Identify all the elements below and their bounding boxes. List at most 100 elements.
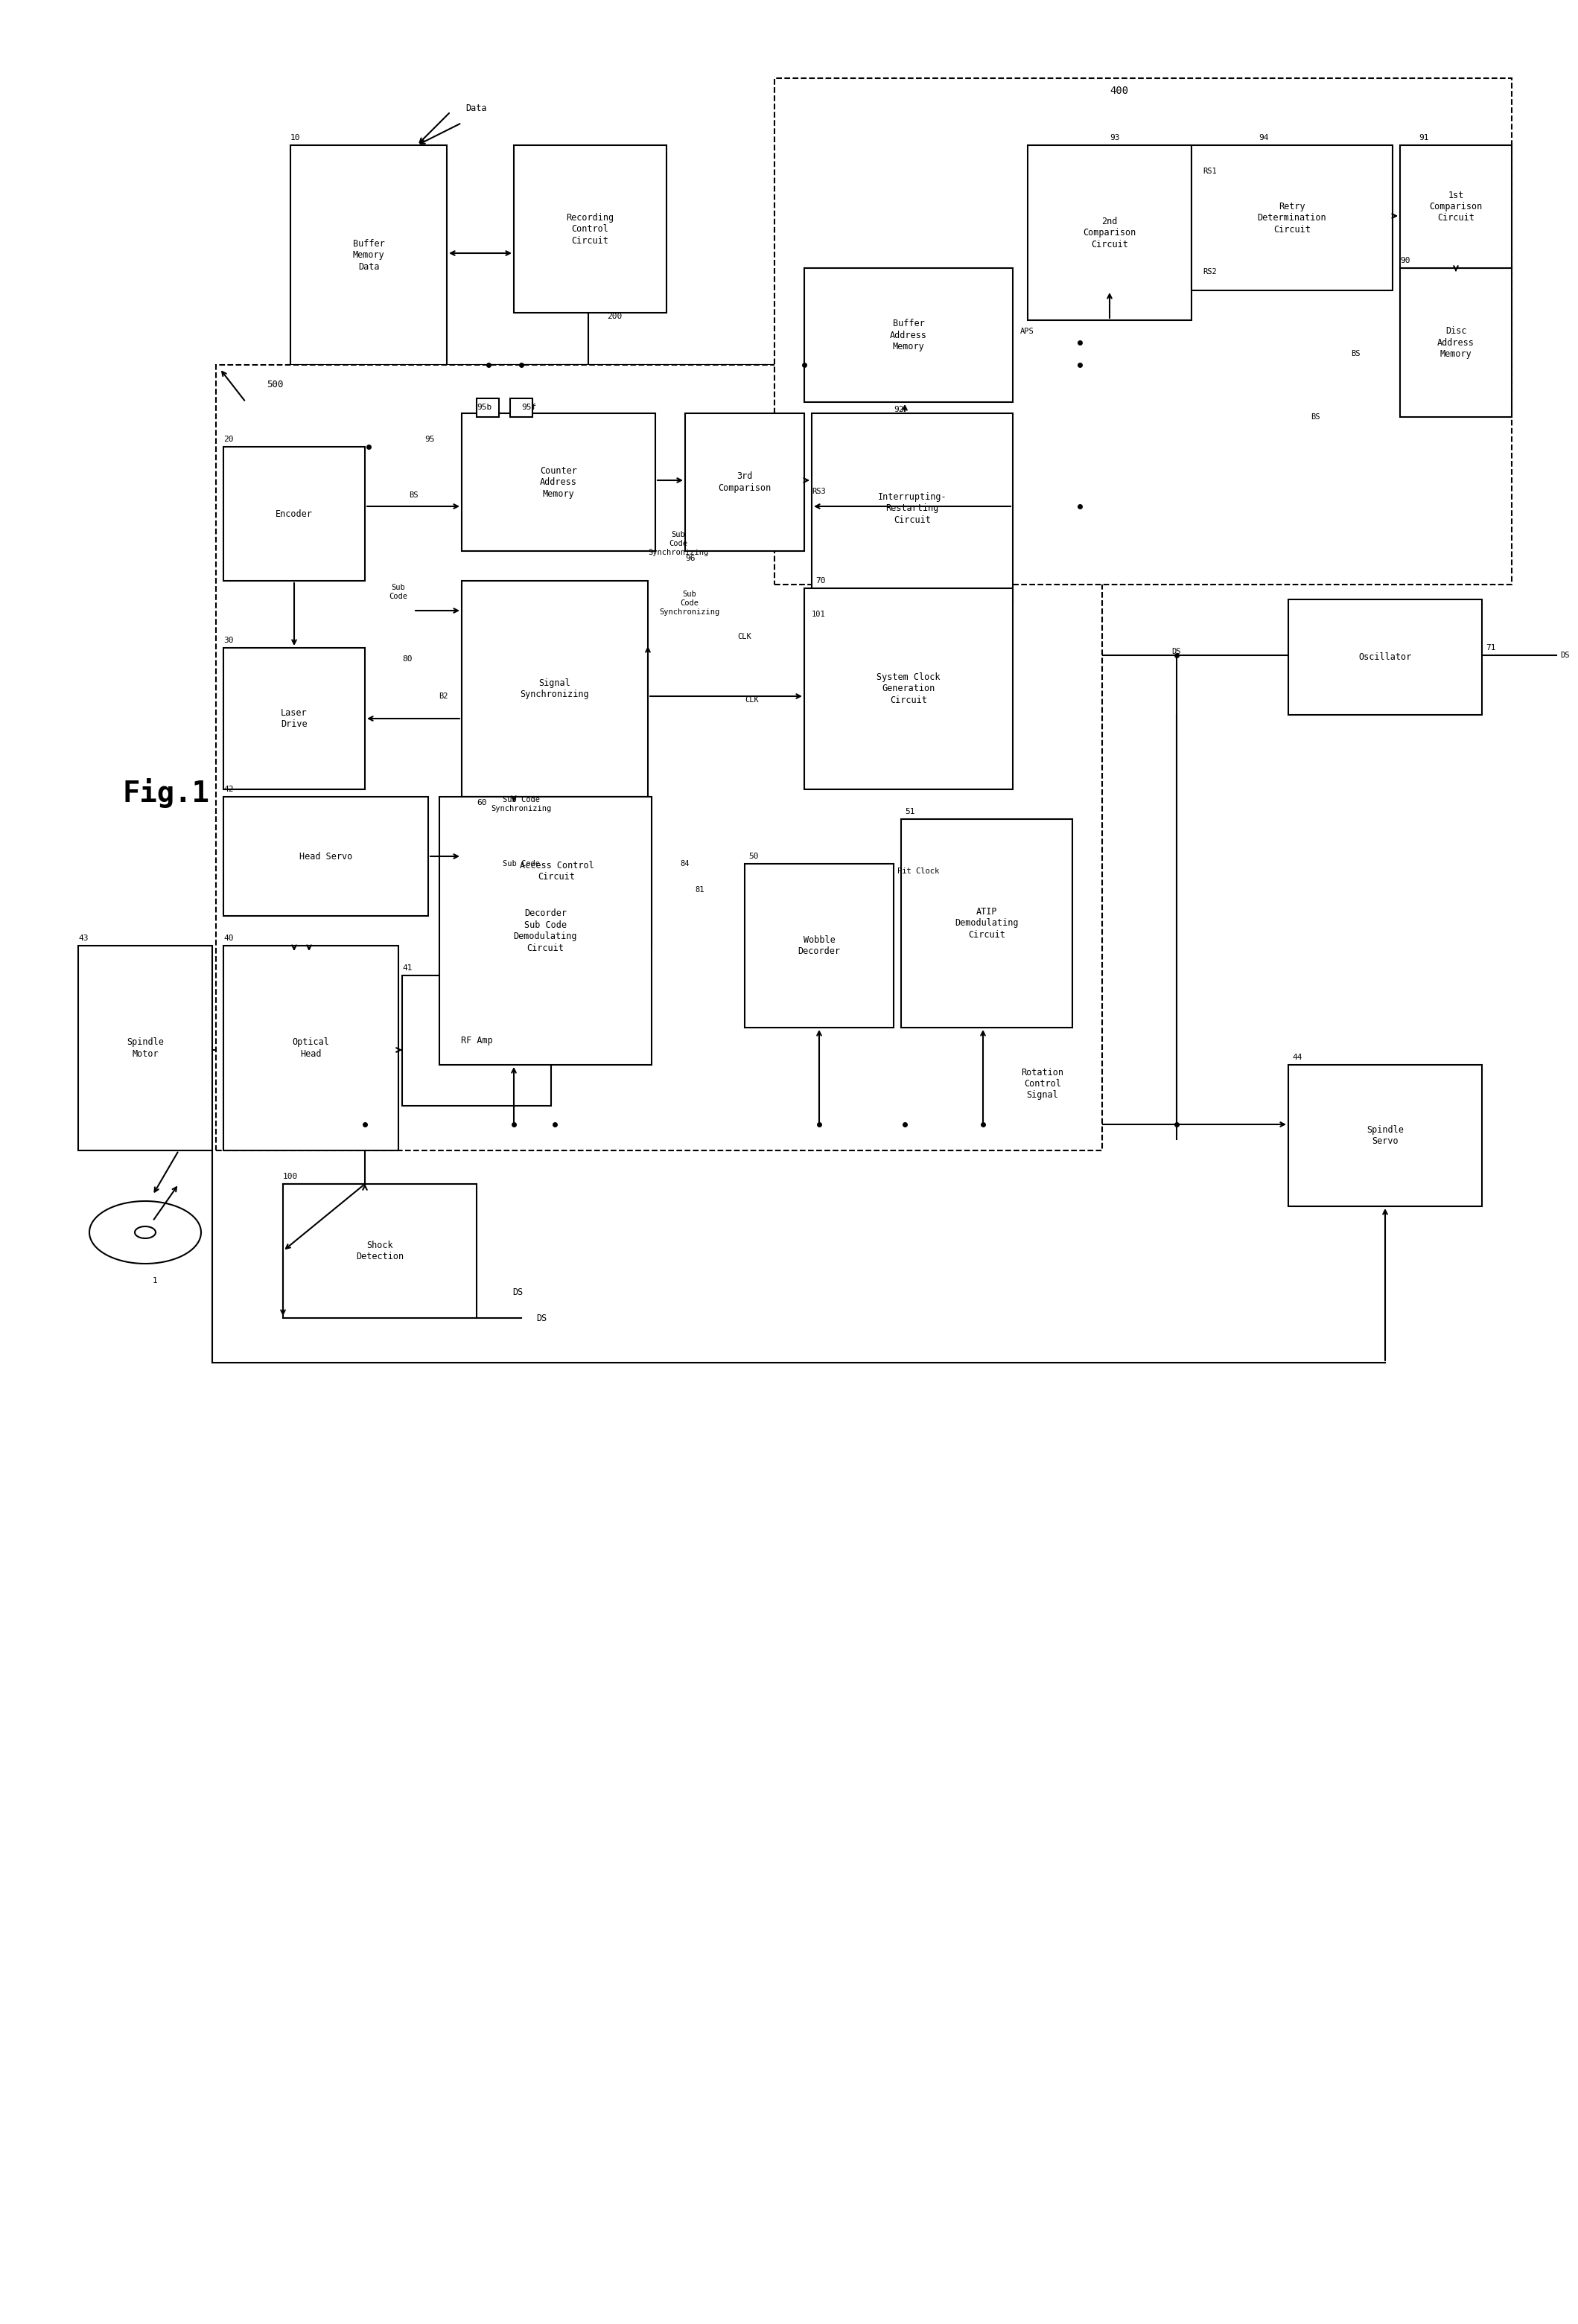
FancyBboxPatch shape: [901, 818, 1073, 1027]
FancyBboxPatch shape: [1027, 144, 1191, 321]
Text: Rotation
Control
Signal: Rotation Control Signal: [1021, 1067, 1064, 1099]
Text: 10: 10: [290, 135, 300, 142]
FancyBboxPatch shape: [394, 648, 797, 1064]
Text: Disc
Address
Memory: Disc Address Memory: [1438, 325, 1474, 358]
Text: 51: 51: [904, 809, 915, 816]
FancyBboxPatch shape: [745, 865, 893, 1027]
Text: Buffer
Address
Memory: Buffer Address Memory: [890, 318, 928, 351]
Text: 90: 90: [1400, 258, 1411, 265]
Text: Retry
Determination
Circuit: Retry Determination Circuit: [1258, 202, 1327, 235]
FancyBboxPatch shape: [775, 79, 1512, 586]
Text: 70: 70: [816, 576, 825, 586]
FancyBboxPatch shape: [462, 797, 652, 946]
Text: Shock
Detection: Shock Detection: [357, 1241, 404, 1262]
Text: Access Control
Circuit: Access Control Circuit: [519, 860, 593, 881]
Text: DS: DS: [537, 1313, 548, 1322]
FancyBboxPatch shape: [402, 976, 551, 1106]
FancyBboxPatch shape: [224, 648, 365, 790]
Text: Spindle
Servo: Spindle Servo: [1367, 1125, 1404, 1146]
Text: 1: 1: [153, 1278, 158, 1285]
Text: APS: APS: [1021, 328, 1034, 335]
Text: 44: 44: [1292, 1053, 1302, 1062]
Text: 500: 500: [267, 379, 284, 390]
Text: 100: 100: [282, 1174, 298, 1181]
Text: 3rd
Comparison: 3rd Comparison: [718, 472, 772, 493]
Text: 84: 84: [680, 860, 690, 867]
Text: 42: 42: [224, 786, 234, 792]
Text: Signal
Synchronizing: Signal Synchronizing: [521, 679, 589, 700]
Text: BS: BS: [1311, 414, 1319, 421]
Text: RS1: RS1: [1202, 167, 1217, 174]
FancyBboxPatch shape: [1288, 600, 1482, 716]
Text: System Clock
Generation
Circuit: System Clock Generation Circuit: [877, 672, 940, 704]
FancyBboxPatch shape: [282, 1183, 477, 1318]
FancyBboxPatch shape: [477, 397, 499, 416]
Text: BS: BS: [409, 490, 418, 500]
Text: Oscillator: Oscillator: [1359, 653, 1412, 662]
Text: 95: 95: [424, 435, 434, 444]
Text: Pit Clock: Pit Clock: [898, 867, 939, 874]
Text: 92: 92: [893, 407, 904, 414]
Text: 30: 30: [224, 637, 234, 644]
Text: Sub Code
Synchronizing: Sub Code Synchronizing: [491, 797, 552, 813]
FancyBboxPatch shape: [1288, 1064, 1482, 1206]
FancyBboxPatch shape: [224, 946, 398, 1150]
Text: 1st
Comparison
Circuit: 1st Comparison Circuit: [1430, 191, 1482, 223]
Text: 40: 40: [224, 934, 234, 941]
Text: 200: 200: [608, 314, 622, 321]
Text: Interrupting-
Restarting
Circuit: Interrupting- Restarting Circuit: [877, 493, 947, 525]
Text: 80: 80: [402, 655, 412, 662]
Text: 400: 400: [1109, 86, 1128, 95]
FancyBboxPatch shape: [224, 797, 428, 916]
Text: Data: Data: [466, 102, 488, 114]
Text: Fig.1: Fig.1: [123, 779, 210, 809]
Text: 101: 101: [811, 611, 825, 618]
Text: Counter
Address
Memory: Counter Address Memory: [540, 465, 578, 500]
Text: 50: 50: [748, 853, 759, 860]
FancyBboxPatch shape: [216, 365, 1101, 1150]
Text: 94: 94: [1259, 135, 1269, 142]
Text: Decorder
Sub Code
Demodulating
Circuit: Decorder Sub Code Demodulating Circuit: [514, 909, 578, 953]
Text: Sub
Code
Synchronizing: Sub Code Synchronizing: [649, 532, 709, 555]
Text: Sub
Code
Synchronizing: Sub Code Synchronizing: [660, 590, 720, 616]
Text: 41: 41: [402, 964, 412, 971]
Text: 43: 43: [79, 934, 88, 941]
FancyBboxPatch shape: [685, 414, 805, 551]
Text: Spindle
Motor: Spindle Motor: [126, 1037, 164, 1060]
Text: 91: 91: [1419, 135, 1428, 142]
Text: 71: 71: [1485, 644, 1496, 651]
Text: Buffer
Memory
Data: Buffer Memory Data: [353, 239, 385, 272]
FancyBboxPatch shape: [811, 414, 1013, 604]
Text: BS: BS: [1351, 351, 1360, 358]
Text: Sub
Code: Sub Code: [390, 583, 407, 600]
FancyBboxPatch shape: [462, 581, 649, 797]
Text: 96: 96: [685, 555, 696, 562]
Text: DS: DS: [513, 1287, 522, 1297]
Text: Recording
Control
Circuit: Recording Control Circuit: [567, 211, 614, 246]
Text: Encoder: Encoder: [276, 509, 312, 518]
Text: Laser
Drive: Laser Drive: [281, 709, 308, 730]
Text: Sub Code: Sub Code: [503, 860, 540, 867]
Text: 93: 93: [1109, 135, 1120, 142]
Text: 81: 81: [696, 885, 705, 892]
Text: 60: 60: [477, 799, 486, 806]
Text: DS: DS: [1561, 651, 1570, 660]
FancyBboxPatch shape: [439, 797, 652, 1064]
FancyBboxPatch shape: [510, 397, 532, 416]
Text: Wobble
Decorder: Wobble Decorder: [798, 934, 841, 955]
FancyBboxPatch shape: [79, 946, 211, 1150]
Text: B2: B2: [439, 693, 448, 700]
FancyBboxPatch shape: [514, 144, 666, 314]
Text: 2nd
Comparison
Circuit: 2nd Comparison Circuit: [1083, 216, 1136, 249]
Text: 95b: 95b: [477, 404, 492, 411]
Text: CLK: CLK: [745, 697, 759, 704]
Text: RS2: RS2: [1202, 267, 1217, 277]
FancyBboxPatch shape: [462, 414, 655, 551]
Text: CLK: CLK: [737, 632, 751, 641]
Text: RF Amp: RF Amp: [461, 1037, 492, 1046]
Text: ATIP
Demodulating
Circuit: ATIP Demodulating Circuit: [955, 906, 1018, 939]
FancyBboxPatch shape: [290, 144, 447, 365]
FancyBboxPatch shape: [805, 267, 1013, 402]
FancyBboxPatch shape: [805, 588, 1013, 790]
Text: RS3: RS3: [811, 488, 825, 495]
